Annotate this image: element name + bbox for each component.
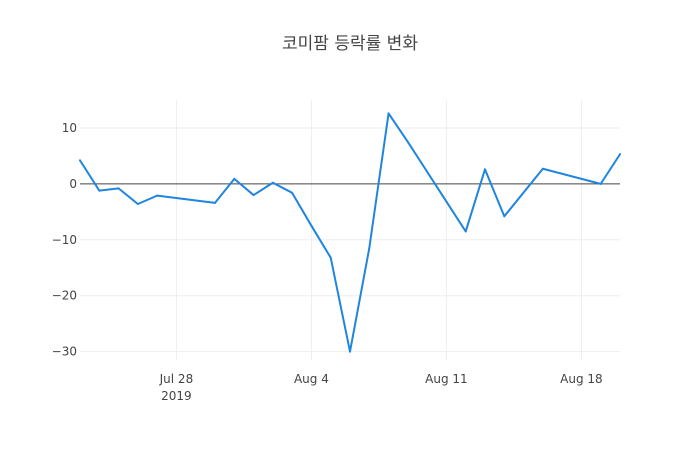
y-axis: 10 0 −10 −20 −30 <box>52 121 77 359</box>
chart-title: 코미팜 등락률 변화 <box>282 34 418 54</box>
data-point <box>329 256 332 259</box>
grid-layer <box>80 100 620 360</box>
y-tick-label: 0 <box>69 177 77 191</box>
data-point <box>291 191 294 194</box>
data-point <box>464 230 467 233</box>
series-line <box>79 112 621 353</box>
data-point <box>233 177 236 180</box>
data-point <box>136 203 139 205</box>
data-point <box>541 167 544 170</box>
data-point <box>503 215 506 218</box>
y-tick-label: −30 <box>52 345 77 359</box>
data-point <box>117 187 120 190</box>
x-axis: Jul 28 2019 Aug 4 Aug 11 Aug 18 <box>159 372 603 403</box>
data-point <box>271 181 274 184</box>
data-point <box>98 189 101 192</box>
data-point <box>349 350 351 353</box>
series-layer <box>79 112 621 353</box>
data-point <box>619 153 621 156</box>
x-tick-sublabel: 2019 <box>161 389 192 403</box>
data-point <box>310 224 313 227</box>
data-point <box>484 168 486 171</box>
x-tick-label: Jul 28 <box>159 372 194 386</box>
data-point <box>156 194 159 197</box>
data-point <box>387 112 390 115</box>
data-point <box>599 182 602 185</box>
data-point <box>406 140 409 143</box>
y-tick-label: 10 <box>62 121 77 135</box>
data-point <box>79 159 81 162</box>
y-tick-label: −10 <box>52 233 77 247</box>
data-point <box>214 201 216 204</box>
data-point <box>368 247 371 250</box>
x-tick-label: Aug 11 <box>425 372 468 386</box>
y-tick-label: −20 <box>52 289 77 303</box>
x-tick-label: Aug 18 <box>560 372 603 386</box>
x-tick-label: Aug 4 <box>294 372 329 386</box>
data-point <box>252 194 255 197</box>
